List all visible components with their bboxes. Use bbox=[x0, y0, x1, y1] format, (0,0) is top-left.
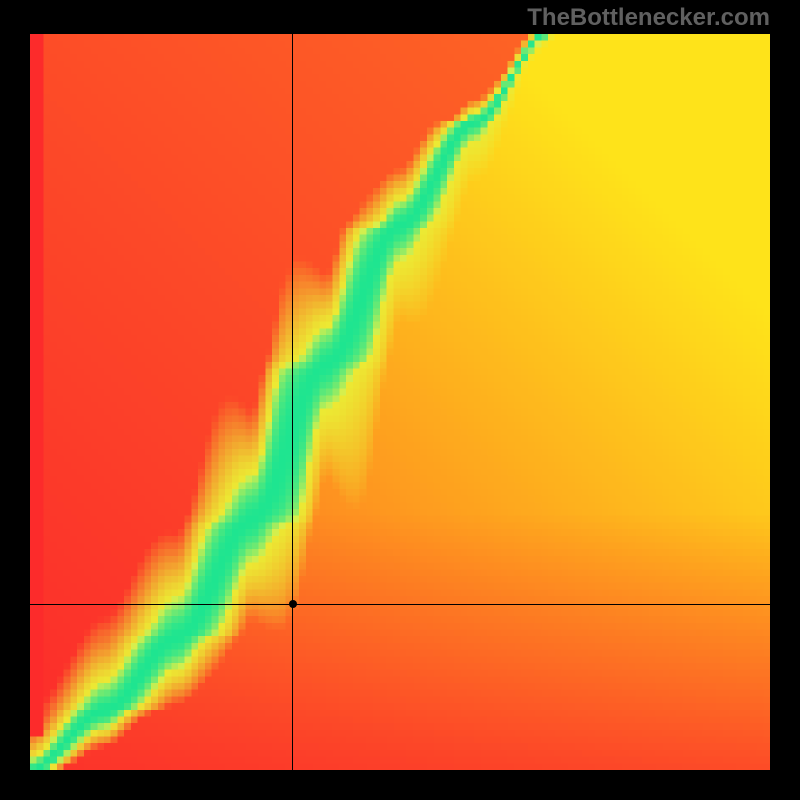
crosshair-vertical bbox=[292, 34, 293, 770]
crosshair-horizontal bbox=[30, 604, 770, 605]
chart-container: TheBottlenecker.com bbox=[0, 0, 800, 800]
watermark-text: TheBottlenecker.com bbox=[527, 4, 770, 32]
bottleneck-heatmap bbox=[30, 34, 770, 770]
